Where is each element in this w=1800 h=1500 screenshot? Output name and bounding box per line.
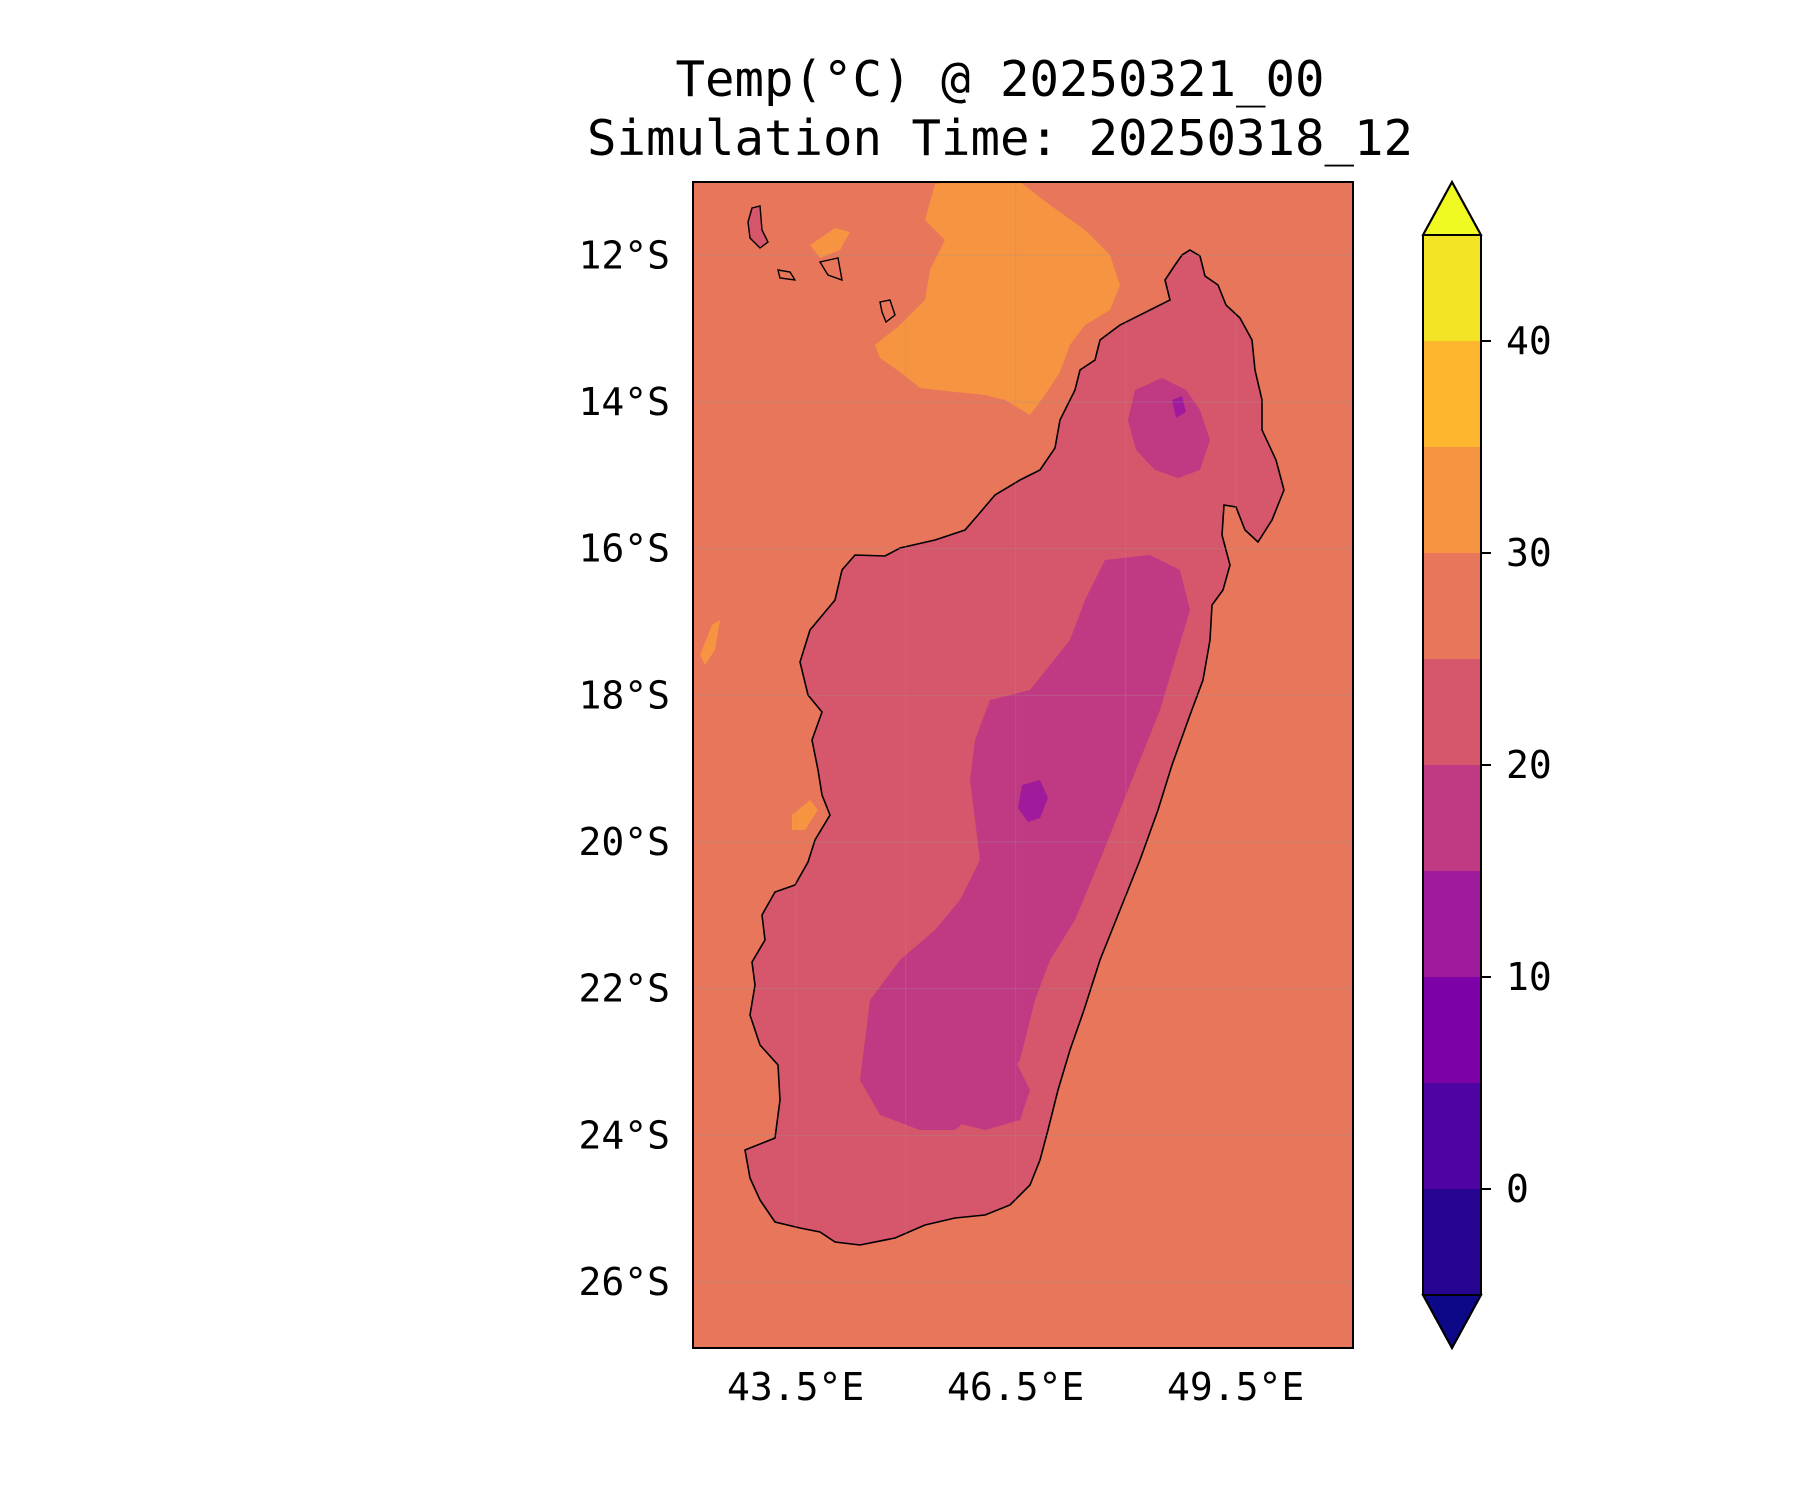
warm-patch-coast — [700, 620, 720, 665]
colorbar-segment — [1423, 659, 1481, 765]
warm-patch-west-inland — [792, 800, 818, 830]
latitude-ticks: 12°S 14°S 16°S 18°S 20°S 22°S 24°S 26°S — [578, 233, 670, 1304]
colorbar-segment — [1423, 1083, 1481, 1189]
colorbar-segment — [1423, 341, 1481, 447]
map-frame — [692, 181, 1354, 1349]
temperature-map — [692, 181, 1354, 1349]
colorbar-tick-label: 40 — [1506, 319, 1552, 363]
inner-cool-region-south — [875, 985, 1030, 1130]
colorbar-tick-label: 0 — [1506, 1167, 1529, 1211]
colorbar-ticks: 0 10 20 30 40 — [1481, 319, 1552, 1211]
lat-tick-label: 14°S — [578, 380, 670, 424]
colorbar-segment — [1423, 977, 1481, 1083]
inner-cool-region-central — [860, 555, 1190, 1130]
lon-tick-label: 46.5°E — [947, 1365, 1084, 1409]
lon-tick-label: 43.5°E — [727, 1365, 864, 1409]
map-subtitle: Simulation Time: 20250318_12 — [587, 110, 1413, 167]
map-title: Temp(°C) @ 20250321_00 — [675, 51, 1324, 108]
lat-tick-label: 26°S — [578, 1260, 670, 1304]
island-moheli — [777, 269, 797, 281]
longitude-ticks: 43.5°E 46.5°E 49.5°E — [727, 1365, 1304, 1409]
colorbar-segment — [1423, 765, 1481, 871]
gridlines — [693, 182, 1353, 1348]
lat-tick-label: 12°S — [578, 233, 670, 277]
colorbar-tick-label: 20 — [1506, 743, 1552, 787]
island-grande-comore — [747, 205, 769, 249]
lat-tick-label: 18°S — [578, 673, 670, 717]
colorbar-segment — [1423, 447, 1481, 553]
lat-tick-label: 16°S — [578, 527, 670, 571]
warm-patch-west — [810, 228, 850, 258]
colorbar-segment — [1423, 871, 1481, 977]
island-mayotte — [879, 299, 896, 324]
colorbar-tick-label: 10 — [1506, 955, 1552, 999]
inner-cool-region-north — [1128, 378, 1210, 478]
warm-plume-northwest — [875, 182, 1120, 415]
colorbar-segment — [1423, 1189, 1481, 1295]
colorbar-outline — [1422, 179, 1482, 1351]
cold-spot-north — [1172, 396, 1186, 418]
colorbar-segment — [1423, 553, 1481, 659]
colorbar-over-arrow — [1421, 179, 1483, 236]
lon-tick-label: 49.5°E — [1167, 1365, 1304, 1409]
cold-spot-highlands — [1018, 780, 1048, 822]
colorbar-segments — [1423, 235, 1481, 1295]
island-anjouan — [818, 257, 843, 282]
lat-tick-label: 20°S — [578, 820, 670, 864]
colorbar-under-arrow — [1421, 1294, 1483, 1351]
lat-tick-label: 22°S — [578, 967, 670, 1011]
colorbar-tick-label: 30 — [1506, 531, 1552, 575]
colorbar: 0 10 20 30 40 — [1421, 179, 1552, 1351]
lat-tick-label: 24°S — [578, 1113, 670, 1157]
colorbar-segment — [1423, 235, 1481, 341]
